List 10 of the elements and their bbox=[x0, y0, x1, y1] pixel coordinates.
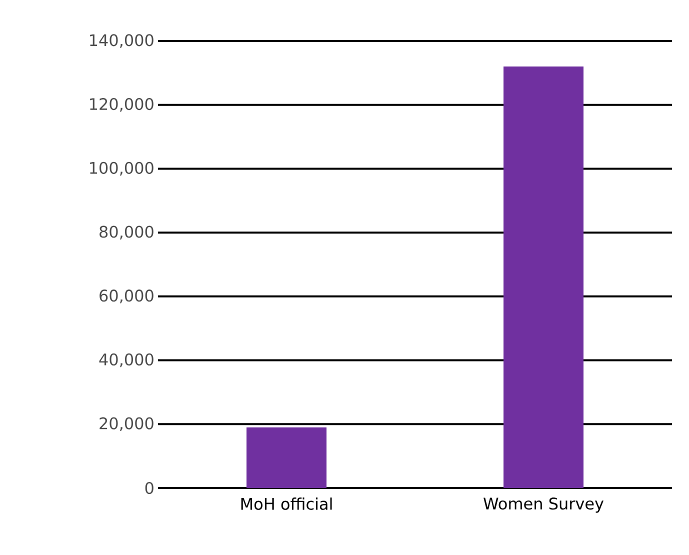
y-tick-label: 60,000 bbox=[100, 290, 154, 304]
y-tick-label: 80,000 bbox=[100, 226, 154, 240]
y-tick-label: 120,000 bbox=[90, 98, 154, 112]
y-tick-label: 20,000 bbox=[100, 417, 154, 432]
y-tick-label: 140,000 bbox=[90, 34, 154, 48]
x-tick-label: MoH official bbox=[241, 498, 332, 510]
y-tick-label: 100,000 bbox=[90, 162, 154, 176]
x-tick-label: Women Survey bbox=[484, 498, 604, 513]
y-tick-label: 40,000 bbox=[99, 353, 154, 368]
y-tick-label: 0 bbox=[145, 482, 154, 494]
